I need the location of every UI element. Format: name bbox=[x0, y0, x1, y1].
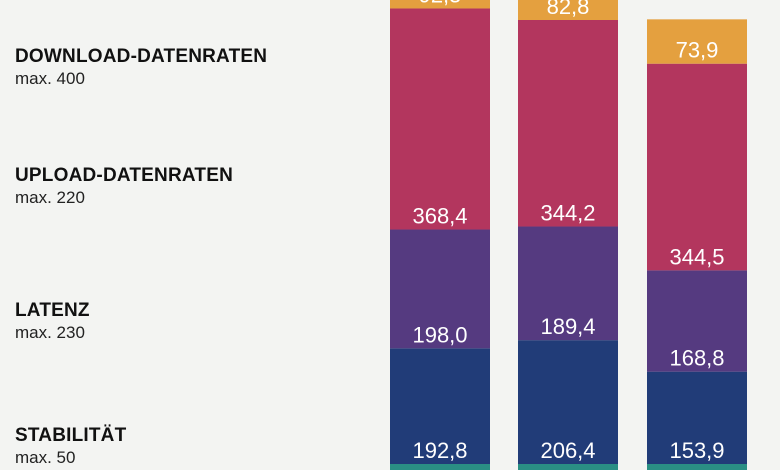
bar-segment-upload-datenraten bbox=[518, 226, 618, 341]
category-title: DOWNLOAD-DATENRATEN bbox=[15, 46, 268, 67]
data-label: 82,8 bbox=[547, 0, 590, 19]
category-max: max. 220 bbox=[15, 188, 85, 207]
bar-segment-latenz bbox=[518, 340, 618, 464]
data-label: 344,2 bbox=[540, 201, 595, 226]
data-label: 344,5 bbox=[669, 244, 724, 269]
data-label: 368,4 bbox=[412, 204, 467, 229]
bar-segment-download-datenraten bbox=[647, 63, 747, 271]
bar-segment-latenz bbox=[390, 348, 490, 464]
category-download: DOWNLOAD-DATENRATEN max. 400 bbox=[15, 46, 267, 89]
bar-segment-upload-datenraten bbox=[647, 270, 747, 372]
category-title: UPLOAD-DATENRATEN bbox=[15, 165, 234, 186]
bar-segment-stabilitaet bbox=[518, 464, 618, 470]
data-label: 206,4 bbox=[540, 438, 595, 463]
bar-segment-upload-datenraten bbox=[390, 229, 490, 349]
data-label: 189,4 bbox=[540, 314, 595, 339]
bar-segment-download-datenraten bbox=[390, 8, 490, 230]
data-label: 153,9 bbox=[669, 438, 724, 463]
category-title: STABILITÄT bbox=[15, 425, 127, 446]
category-max: max. 50 bbox=[15, 448, 76, 467]
data-label: 73,9 bbox=[676, 38, 719, 63]
category-max: max. 230 bbox=[15, 323, 85, 342]
category-latenz: LATENZ max. 230 bbox=[15, 300, 90, 343]
bar-segment-latenz bbox=[647, 371, 747, 464]
bar-segment-download-datenraten bbox=[518, 20, 618, 227]
bar-segment-stabilitaet bbox=[390, 464, 490, 470]
category-upload: UPLOAD-DATENRATEN max. 220 bbox=[15, 165, 233, 208]
category-max: max. 400 bbox=[15, 69, 85, 88]
data-label: 192,8 bbox=[412, 438, 467, 463]
category-stabilitaet: STABILITÄT max. 50 bbox=[15, 425, 126, 468]
data-label: 168,8 bbox=[669, 346, 724, 371]
data-label: 92,5 bbox=[419, 0, 462, 7]
bar-segment-stabilitaet bbox=[647, 464, 747, 470]
category-title: LATENZ bbox=[15, 300, 90, 321]
bar-segment-top bbox=[647, 19, 747, 64]
data-label: 198,0 bbox=[412, 322, 467, 347]
bar-segment-top bbox=[518, 0, 618, 20]
bar-segment-top bbox=[390, 0, 490, 9]
